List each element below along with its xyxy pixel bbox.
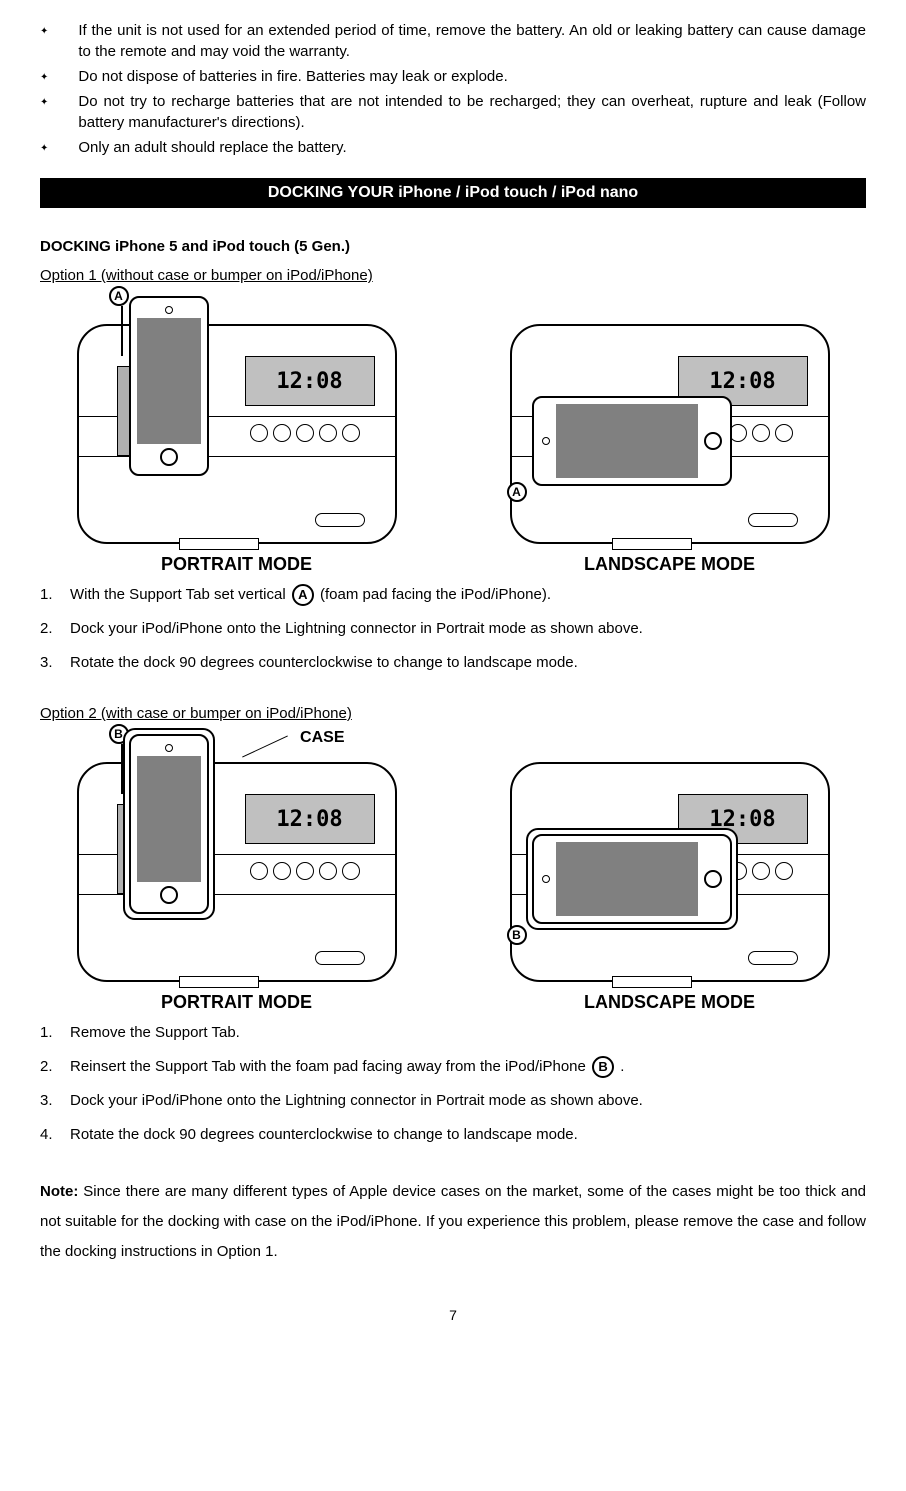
option2-steps: Remove the Support Tab. Reinsert the Sup… — [40, 1021, 866, 1147]
step-item: Rotate the dock 90 degrees counterclockw… — [40, 1123, 866, 1147]
dock-portrait-case-illustration: CASE B 12:08 — [77, 762, 397, 982]
note-body: Since there are many different types of … — [40, 1183, 866, 1260]
portrait-mode-label: PORTRAIT MODE — [40, 992, 433, 1013]
phone-screen — [137, 318, 201, 444]
dock-btn-icon — [342, 424, 360, 442]
section-header: DOCKING YOUR iPhone / iPod touch / iPod … — [40, 178, 866, 208]
step-text: Reinsert the Support Tab with the foam p… — [70, 1058, 590, 1075]
page-number: 7 — [40, 1307, 866, 1323]
clock-display: 12:08 — [245, 356, 375, 406]
dock-buttons — [250, 859, 370, 883]
portrait-mode-label: PORTRAIT MODE — [40, 554, 433, 575]
dock-btn-icon — [752, 424, 770, 442]
option2-landscape-diagram: 12:08 B LANDSCAPE MODE — [473, 732, 866, 1013]
step-text: Rotate the dock 90 degrees counterclockw… — [70, 1126, 578, 1143]
step-item: Remove the Support Tab. — [40, 1021, 866, 1045]
option1-landscape-diagram: 12:08 A LANDSCAPE MODE — [473, 294, 866, 575]
step-item: Rotate the dock 90 degrees counterclockw… — [40, 651, 866, 675]
docking-subtitle: DOCKING iPhone 5 and iPod touch (5 Gen.) — [40, 238, 866, 255]
dock-landscape-illustration: 12:08 A — [510, 324, 830, 544]
dock-btn-icon — [273, 424, 291, 442]
bullet-text: Do not try to recharge batteries that ar… — [78, 91, 866, 133]
step-item: With the Support Tab set vertical A (foa… — [40, 583, 866, 607]
dock-btn-icon — [319, 424, 337, 442]
note-label: Note: — [40, 1183, 78, 1200]
dock-btn-icon — [250, 424, 268, 442]
dock-btn-icon — [775, 424, 793, 442]
marker-a-icon: A — [109, 286, 129, 306]
dock-brand — [315, 513, 365, 527]
dock-base — [612, 538, 692, 550]
phone-screen — [137, 756, 201, 882]
dock-btn-icon — [250, 862, 268, 880]
battery-warnings-list: If the unit is not used for an extended … — [40, 20, 866, 158]
option1-diagrams: A 12:08 PORTRAIT MODE 12:08 — [40, 294, 866, 575]
dock-brand — [748, 951, 798, 965]
option1-steps: With the Support Tab set vertical A (foa… — [40, 583, 866, 675]
bullet-text: If the unit is not used for an extended … — [78, 20, 866, 62]
dock-base — [179, 976, 259, 988]
iphone-landscape-icon — [532, 396, 732, 486]
bullet-item: Only an adult should replace the battery… — [40, 137, 866, 158]
dock-btn-icon — [296, 862, 314, 880]
marker-line — [121, 306, 123, 356]
dock-brand — [748, 513, 798, 527]
bullet-item: If the unit is not used for an extended … — [40, 20, 866, 62]
step-text: . — [616, 1058, 624, 1075]
dock-btn-icon — [273, 862, 291, 880]
bullet-text: Do not dispose of batteries in fire. Bat… — [78, 66, 866, 87]
phone-screen — [556, 842, 698, 916]
bullet-text: Only an adult should replace the battery… — [78, 137, 866, 158]
dock-btn-icon — [296, 424, 314, 442]
case-line — [242, 735, 288, 757]
landscape-mode-label: LANDSCAPE MODE — [473, 992, 866, 1013]
option2-portrait-diagram: CASE B 12:08 PORTRAIT MODE — [40, 732, 433, 1013]
dock-line — [79, 456, 395, 457]
landscape-mode-label: LANDSCAPE MODE — [473, 554, 866, 575]
option2-header: Option 2 (with case or bumper on iPod/iP… — [40, 705, 866, 722]
dock-buttons — [250, 421, 370, 445]
iphone-portrait-icon — [129, 734, 209, 914]
dock-brand — [315, 951, 365, 965]
option1-header: Option 1 (without case or bumper on iPod… — [40, 267, 866, 284]
marker-b-inline-icon: B — [592, 1056, 614, 1078]
step-text: Remove the Support Tab. — [70, 1024, 240, 1041]
option2-diagrams: CASE B 12:08 PORTRAIT MODE — [40, 732, 866, 1013]
note-paragraph: Note: Since there are many different typ… — [40, 1177, 866, 1267]
step-text: (foam pad facing the iPod/iPhone). — [316, 586, 551, 603]
step-text: With the Support Tab set vertical — [70, 586, 290, 603]
marker-a-icon: A — [507, 482, 527, 502]
marker-a-inline-icon: A — [292, 584, 314, 606]
step-text: Dock your iPod/iPhone onto the Lightning… — [70, 1092, 643, 1109]
dock-btn-icon — [775, 862, 793, 880]
dock-btn-icon — [319, 862, 337, 880]
step-text: Dock your iPod/iPhone onto the Lightning… — [70, 620, 643, 637]
step-text: Rotate the dock 90 degrees counterclockw… — [70, 654, 578, 671]
case-label: CASE — [300, 729, 344, 747]
step-item: Reinsert the Support Tab with the foam p… — [40, 1055, 866, 1079]
dock-base — [179, 538, 259, 550]
dock-btn-icon — [342, 862, 360, 880]
bullet-item: Do not dispose of batteries in fire. Bat… — [40, 66, 866, 87]
step-item: Dock your iPod/iPhone onto the Lightning… — [40, 617, 866, 641]
clock-display: 12:08 — [245, 794, 375, 844]
iphone-landscape-icon — [532, 834, 732, 924]
phone-screen — [556, 404, 698, 478]
dock-btn-icon — [752, 862, 770, 880]
bullet-item: Do not try to recharge batteries that ar… — [40, 91, 866, 133]
option1-portrait-diagram: A 12:08 PORTRAIT MODE — [40, 294, 433, 575]
dock-landscape-case-illustration: 12:08 B — [510, 762, 830, 982]
marker-b-icon: B — [507, 925, 527, 945]
step-item: Dock your iPod/iPhone onto the Lightning… — [40, 1089, 866, 1113]
iphone-portrait-icon — [129, 296, 209, 476]
dock-base — [612, 976, 692, 988]
dock-portrait-illustration: A 12:08 — [77, 324, 397, 544]
